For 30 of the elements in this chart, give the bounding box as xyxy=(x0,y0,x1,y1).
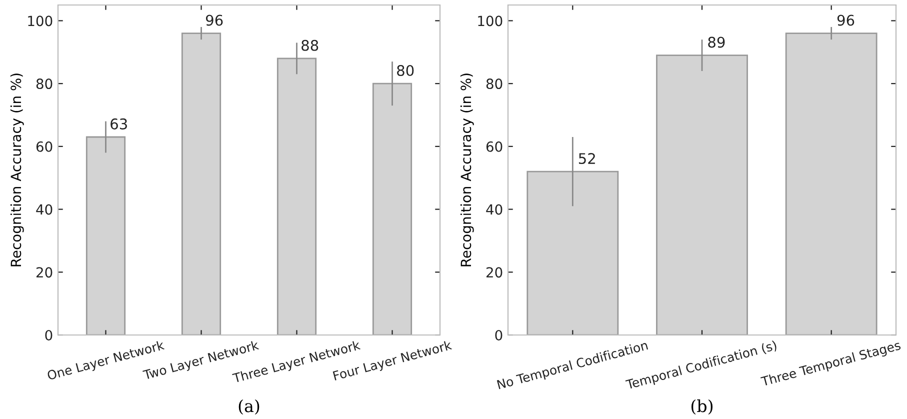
y-tick-label: 40 xyxy=(486,204,502,215)
y-tick-label: 80 xyxy=(486,78,502,90)
text: (a) xyxy=(238,399,260,415)
bar xyxy=(276,58,317,335)
y-tick-label: 60 xyxy=(486,141,502,152)
y-axis-title: Recognition Accuracy (in %) xyxy=(460,74,474,266)
data-label: 80 xyxy=(397,65,414,76)
y-axis-title: Recognition Accuracy (in %) xyxy=(10,74,24,266)
bar xyxy=(181,32,222,335)
y-tick-label: 20 xyxy=(36,267,52,278)
y-tick-label: 0 xyxy=(495,330,502,340)
bar xyxy=(785,32,878,335)
data-label: 89 xyxy=(708,36,725,48)
y-tick-label: 100 xyxy=(28,16,52,26)
data-label: 96 xyxy=(837,14,854,26)
y-tick-label: 40 xyxy=(36,204,52,215)
bar xyxy=(86,136,126,335)
y-tick-label: 60 xyxy=(36,141,52,152)
text: (b) xyxy=(691,399,713,415)
bar xyxy=(656,54,748,335)
bar xyxy=(526,170,619,335)
y-tick-label: 0 xyxy=(45,330,52,340)
data-label: 96 xyxy=(206,14,223,26)
y-tick-label: 80 xyxy=(36,78,52,90)
y-tick-label: 100 xyxy=(478,16,502,26)
bar xyxy=(372,82,412,335)
data-label: 63 xyxy=(110,118,127,130)
data-label: 52 xyxy=(578,153,595,164)
y-tick-label: 20 xyxy=(486,267,502,278)
data-label: 88 xyxy=(302,40,318,51)
